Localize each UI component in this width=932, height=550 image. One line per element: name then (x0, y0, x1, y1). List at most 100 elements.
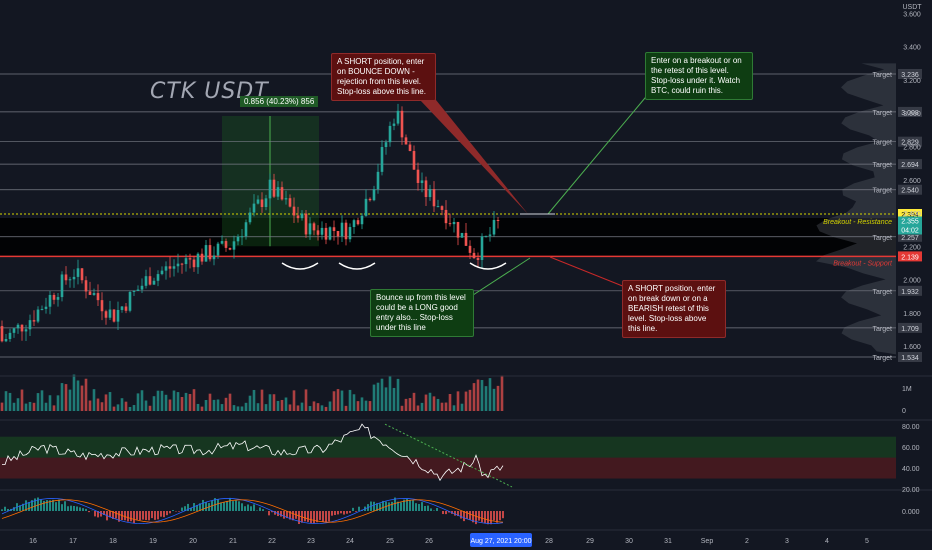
macd-histogram-bar (34, 498, 36, 511)
candle-body (228, 247, 232, 250)
candle-body (484, 235, 488, 237)
macd-histogram-bar (421, 502, 423, 511)
macd-histogram-bar (319, 511, 321, 520)
volume-bar (156, 390, 160, 411)
macd-histogram-bar (298, 511, 300, 524)
candle-body (460, 232, 464, 238)
candle-body (296, 215, 300, 219)
macd-histogram-bar (67, 506, 69, 511)
volume-bar (392, 387, 396, 411)
volume-bar (180, 397, 184, 411)
volume-bar (112, 406, 116, 411)
volume-bar (404, 398, 408, 411)
candle-body (148, 276, 152, 285)
candle-body (128, 291, 132, 311)
note-short-breakdown[interactable]: A SHORT position, enter on break down or… (622, 280, 726, 338)
macd-histogram-bar (139, 511, 141, 521)
volume-bar (360, 397, 364, 411)
macd-histogram-bar (496, 511, 498, 523)
macd-histogram-bar (490, 511, 492, 525)
target-price: 2.540 (901, 188, 919, 195)
volume-bar (12, 402, 16, 411)
candle-body (424, 180, 428, 198)
volume-bar (32, 402, 36, 411)
volume-bar (456, 391, 460, 411)
candle-body (360, 215, 364, 225)
candle-body (4, 338, 8, 342)
macd-histogram-bar (328, 511, 330, 522)
target-price: 1.709 (901, 326, 919, 333)
volume-bar (248, 395, 252, 411)
candle-body (84, 280, 88, 292)
rsi-tick: 80.00 (902, 424, 920, 431)
candle-body (28, 320, 32, 330)
note-bounce-long[interactable]: Bounce up from this level could be a LON… (370, 289, 474, 337)
candle-body (236, 236, 240, 242)
macd-histogram-bar (355, 511, 357, 512)
volume-bar (164, 394, 168, 411)
current-price: 2.355 (901, 218, 919, 225)
volume-bar (220, 404, 224, 411)
bounce-arc (338, 262, 376, 270)
target-price: 2.829 (901, 140, 919, 147)
macd-histogram-bar (418, 503, 420, 511)
callout-pointer (547, 91, 651, 215)
macd-histogram-bar (52, 499, 54, 511)
candle-body (20, 324, 24, 332)
rsi-tick: 60.00 (902, 445, 920, 452)
candle-body (44, 306, 48, 309)
volume-bar (92, 389, 96, 411)
candle-body (60, 274, 64, 298)
time-tick: 17 (69, 538, 77, 545)
macd-histogram-bar (37, 497, 39, 511)
candle-body (368, 198, 372, 201)
note-short-bounce[interactable]: A SHORT position, enter on BOUNCE DOWN -… (331, 53, 436, 101)
macd-histogram-bar (109, 511, 111, 518)
macd-histogram-bar (313, 511, 315, 524)
macd-histogram-bar (406, 499, 408, 511)
target-price-tag (898, 352, 922, 362)
macd-histogram-bar (76, 506, 78, 511)
volume-bar (252, 389, 256, 411)
macd-histogram-bar (58, 499, 60, 511)
candle-body (288, 198, 292, 207)
callout-pointer (420, 100, 528, 214)
price-tick: 2.200 (903, 244, 921, 251)
macd-histogram-bar (391, 501, 393, 511)
candle-body (248, 212, 252, 223)
macd-tick: 0.000 (902, 509, 920, 516)
macd-histogram-bar (169, 511, 171, 514)
macd-signal-line (1, 499, 504, 523)
currency-label: USDT (902, 4, 922, 11)
candle-body (96, 293, 100, 301)
note-breakout-long[interactable]: Enter on a breakout or on the retest of … (645, 52, 753, 100)
volume-bar (108, 392, 112, 411)
macd-line (1, 497, 504, 524)
candle-body (104, 311, 108, 318)
volume-bar (60, 383, 64, 411)
volume-bar (308, 406, 312, 411)
macd-histogram-bar (130, 511, 132, 522)
volume-bar (160, 390, 164, 411)
macd-histogram-bar (226, 501, 228, 511)
volume-bar (488, 378, 492, 411)
candle-body (476, 258, 480, 260)
volume-bar (136, 393, 140, 411)
volume-bar (448, 393, 452, 411)
volume-bar (468, 389, 472, 411)
volume-bar (168, 399, 172, 411)
candle-body (100, 300, 104, 312)
rsi-overbought-band (0, 436, 896, 458)
candle-body (336, 230, 340, 237)
price-tick: 3.200 (903, 78, 921, 85)
macd-histogram-bar (64, 501, 66, 511)
volume-bar (424, 394, 428, 411)
volume-bar (356, 401, 360, 411)
macd-histogram-bar (25, 500, 27, 511)
target-price-tag (898, 322, 922, 333)
time-tick: 28 (545, 538, 553, 545)
macd-histogram-bar (184, 506, 186, 511)
macd-histogram-bar (220, 502, 222, 511)
volume-bar (428, 392, 432, 411)
